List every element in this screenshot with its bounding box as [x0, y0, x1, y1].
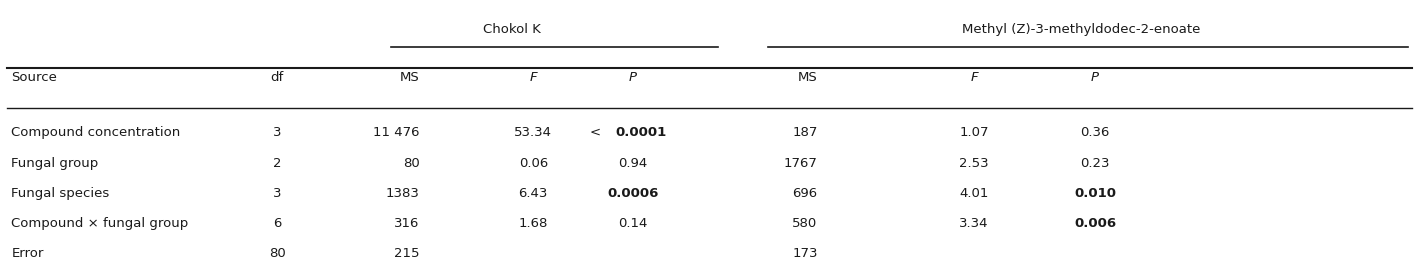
Text: P: P — [629, 71, 637, 84]
Text: Fungal group: Fungal group — [11, 157, 98, 170]
Text: Compound × fungal group: Compound × fungal group — [11, 217, 189, 230]
Text: Chokol K: Chokol K — [483, 23, 540, 36]
Text: MS: MS — [400, 71, 419, 84]
Text: 580: 580 — [792, 217, 818, 230]
Text: 316: 316 — [394, 217, 419, 230]
Text: 1.68: 1.68 — [519, 217, 547, 230]
Text: F: F — [529, 71, 538, 84]
Text: 1767: 1767 — [784, 157, 818, 170]
Text: 53.34: 53.34 — [515, 127, 552, 139]
Text: 0.23: 0.23 — [1081, 157, 1109, 170]
Text: 0.0006: 0.0006 — [607, 187, 658, 200]
Text: 3: 3 — [273, 187, 282, 200]
Text: 0.94: 0.94 — [619, 157, 647, 170]
Text: Compound concentration: Compound concentration — [11, 127, 181, 139]
Text: 0.14: 0.14 — [619, 217, 647, 230]
Text: 0.0001: 0.0001 — [616, 127, 667, 139]
Text: 0.36: 0.36 — [1081, 127, 1109, 139]
Text: 1.07: 1.07 — [960, 127, 988, 139]
Text: 80: 80 — [269, 247, 286, 260]
Text: 0.006: 0.006 — [1074, 217, 1116, 230]
Text: 1383: 1383 — [385, 187, 419, 200]
Text: 6: 6 — [273, 217, 282, 230]
Text: MS: MS — [798, 71, 818, 84]
Text: Methyl (Z)-3-methyldodec-2-enoate: Methyl (Z)-3-methyldodec-2-enoate — [961, 23, 1200, 36]
Text: 0.06: 0.06 — [519, 157, 547, 170]
Text: 6.43: 6.43 — [519, 187, 547, 200]
Text: 0.010: 0.010 — [1074, 187, 1116, 200]
Text: 3.34: 3.34 — [960, 217, 988, 230]
Text: Source: Source — [11, 71, 57, 84]
Text: 696: 696 — [792, 187, 818, 200]
Text: 187: 187 — [792, 127, 818, 139]
Text: 11 476: 11 476 — [373, 127, 419, 139]
Text: F: F — [970, 71, 978, 84]
Text: df: df — [270, 71, 284, 84]
Text: 2: 2 — [273, 157, 282, 170]
Text: 173: 173 — [792, 247, 818, 260]
Text: Error: Error — [11, 247, 44, 260]
Text: 2.53: 2.53 — [960, 157, 988, 170]
Text: <: < — [590, 127, 606, 139]
Text: 80: 80 — [402, 157, 419, 170]
Text: 4.01: 4.01 — [960, 187, 988, 200]
Text: P: P — [1091, 71, 1099, 84]
Text: 215: 215 — [394, 247, 419, 260]
Text: Fungal species: Fungal species — [11, 187, 109, 200]
Text: 3: 3 — [273, 127, 282, 139]
